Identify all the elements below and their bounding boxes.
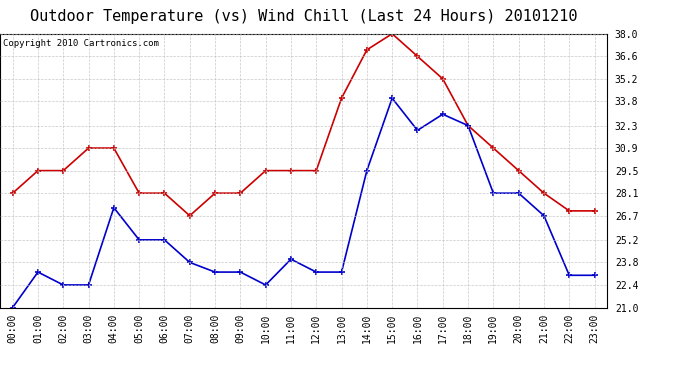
Text: Outdoor Temperature (vs) Wind Chill (Last 24 Hours) 20101210: Outdoor Temperature (vs) Wind Chill (Las…: [30, 9, 578, 24]
Text: Copyright 2010 Cartronics.com: Copyright 2010 Cartronics.com: [3, 39, 159, 48]
